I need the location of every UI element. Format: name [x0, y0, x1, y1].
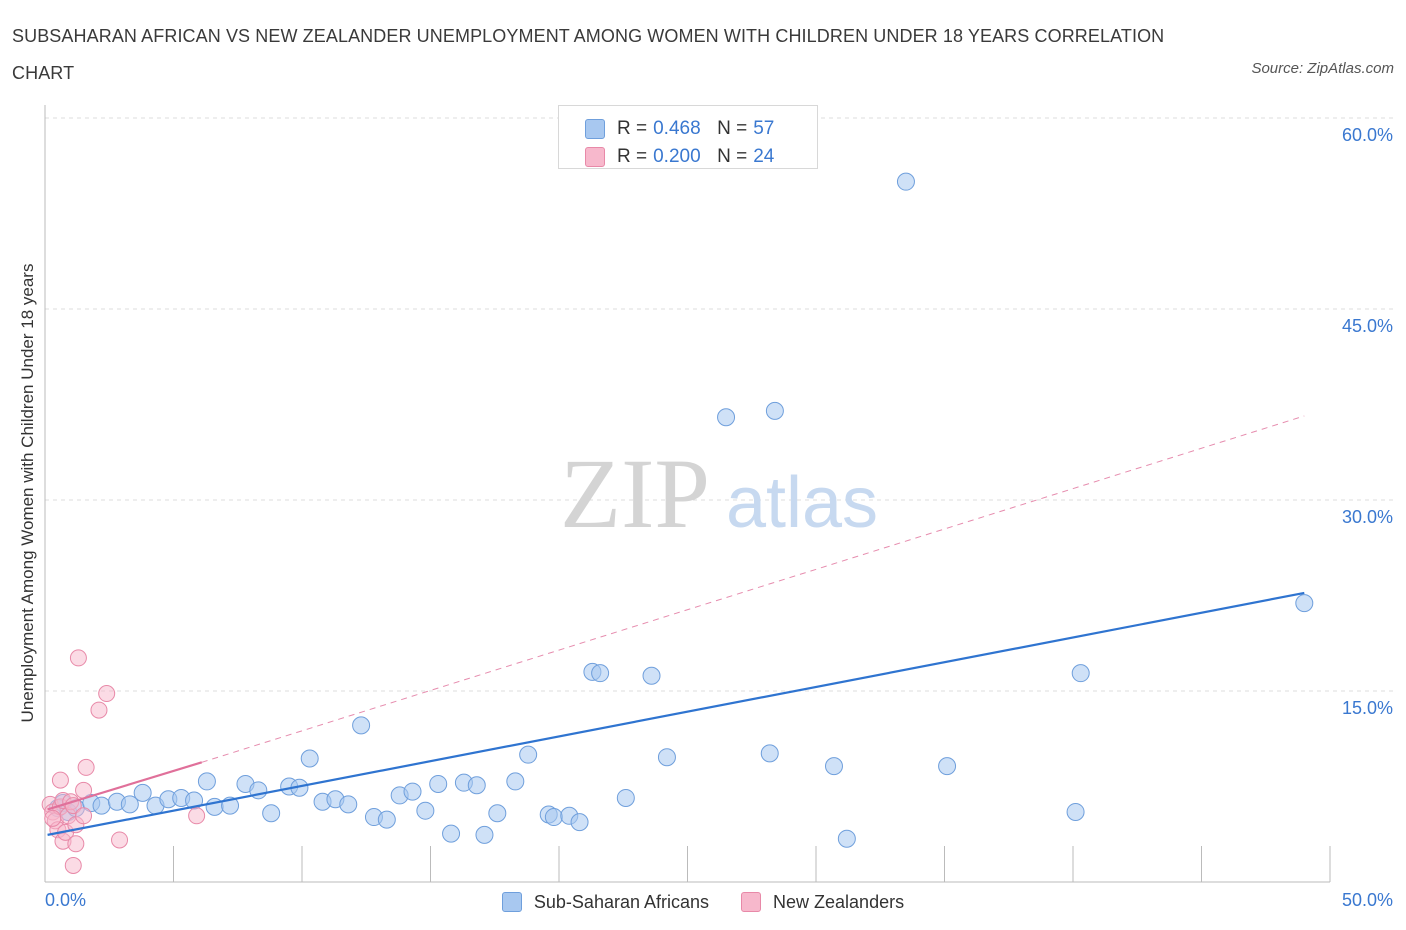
point-new-zealanders	[64, 797, 82, 815]
r-label: R =	[617, 146, 648, 167]
point-sub-saharan-africans	[544, 808, 563, 827]
point-sub-saharan-africans	[837, 829, 856, 848]
point-sub-saharan-africans	[1071, 664, 1090, 683]
point-sub-saharan-africans	[300, 749, 319, 768]
point-sub-saharan-africans	[506, 772, 525, 791]
y-tick-label: 30.0%	[1342, 507, 1393, 527]
point-sub-saharan-africans	[717, 408, 736, 427]
watermark-atlas: atlas	[726, 463, 878, 543]
point-sub-saharan-africans	[92, 796, 111, 815]
point-new-zealanders	[111, 831, 129, 849]
legend-item-subsaharan: Sub-Saharan Africans	[501, 891, 710, 913]
point-sub-saharan-africans	[429, 774, 448, 793]
point-new-zealanders	[98, 685, 116, 703]
blue-swatch	[501, 892, 522, 912]
axes	[44, 105, 1331, 883]
point-new-zealanders	[77, 758, 95, 776]
point-new-zealanders	[188, 807, 206, 825]
data-points	[41, 172, 1314, 874]
n-label: N =	[717, 118, 748, 139]
point-sub-saharan-africans	[1066, 802, 1085, 821]
point-new-zealanders	[90, 701, 108, 719]
point-sub-saharan-africans	[339, 795, 358, 814]
point-sub-saharan-africans	[519, 745, 538, 764]
point-sub-saharan-africans	[416, 801, 435, 820]
point-sub-saharan-africans	[403, 782, 422, 801]
point-new-zealanders	[69, 649, 87, 667]
y-tick-labels: 15.0% 30.0% 45.0% 60.0%	[1342, 125, 1393, 718]
point-sub-saharan-africans	[475, 825, 494, 844]
point-sub-saharan-africans	[591, 664, 610, 683]
point-sub-saharan-africans	[938, 757, 957, 776]
chart-title: SUBSAHARAN AFRICAN VS NEW ZEALANDER UNEM…	[12, 26, 1165, 83]
y-tick-label: 60.0%	[1342, 125, 1393, 145]
point-sub-saharan-africans	[765, 401, 784, 420]
n-value-blue: 57	[753, 118, 775, 139]
r-label: R =	[617, 118, 648, 139]
point-sub-saharan-africans	[570, 813, 589, 832]
point-sub-saharan-africans	[896, 172, 915, 191]
n-value-pink: 24	[753, 146, 775, 167]
point-sub-saharan-africans	[133, 783, 152, 802]
point-new-zealanders	[44, 809, 62, 827]
point-new-zealanders	[51, 771, 69, 789]
stats-row-blue: R = 0.468 N = 57	[585, 116, 774, 142]
pink-swatch	[585, 147, 605, 167]
trend-line-new-zealanders-extended	[201, 415, 1305, 763]
stats-legend: R = 0.468 N = 57 R = 0.200 N = 24	[558, 105, 818, 169]
grid-lines	[45, 117, 1395, 692]
point-sub-saharan-africans	[442, 824, 461, 843]
pink-swatch	[741, 892, 762, 912]
point-sub-saharan-africans	[488, 804, 507, 823]
point-sub-saharan-africans	[262, 804, 281, 823]
point-sub-saharan-africans	[197, 772, 216, 791]
r-value-blue: 0.468	[653, 118, 701, 139]
point-sub-saharan-africans	[120, 795, 139, 814]
y-tick-label: 15.0%	[1342, 698, 1393, 718]
series-legend: Sub-Saharan Africans New Zealanders	[0, 889, 1406, 915]
point-sub-saharan-africans	[642, 666, 661, 685]
stats-row-pink: R = 0.200 N = 24	[585, 144, 774, 170]
trend-lines	[201, 415, 1305, 763]
point-new-zealanders	[75, 807, 93, 825]
x-tick-min: 0.0%	[45, 890, 87, 910]
r-value-pink: 0.200	[653, 146, 701, 167]
trend-line-new-zealanders	[47, 761, 203, 811]
point-sub-saharan-africans	[760, 744, 779, 763]
point-sub-saharan-africans	[467, 776, 486, 795]
legend-item-newzealanders: New Zealanders	[741, 892, 904, 913]
point-new-zealanders	[67, 835, 85, 853]
point-sub-saharan-africans	[377, 810, 396, 829]
blue-swatch	[585, 119, 605, 139]
legend-label-newzealanders: New Zealanders	[773, 891, 905, 912]
x-tick-max: 50.0%	[1341, 890, 1393, 910]
trend-line-sub-saharan-africans	[47, 591, 1305, 836]
point-new-zealanders	[64, 856, 82, 874]
y-tick-label: 45.0%	[1342, 316, 1393, 336]
point-sub-saharan-africans	[657, 748, 676, 767]
n-label: N =	[717, 146, 748, 167]
point-sub-saharan-africans	[824, 757, 843, 776]
legend-label-subsaharan: Sub-Saharan Africans	[533, 891, 710, 912]
point-sub-saharan-africans	[352, 716, 371, 735]
watermark: ZIP atlas	[560, 438, 878, 549]
chart-source: Source: ZipAtlas.com	[1251, 60, 1394, 77]
point-sub-saharan-africans	[616, 788, 635, 807]
watermark-zip: ZIP	[560, 438, 710, 549]
point-sub-saharan-africans	[1295, 594, 1314, 613]
